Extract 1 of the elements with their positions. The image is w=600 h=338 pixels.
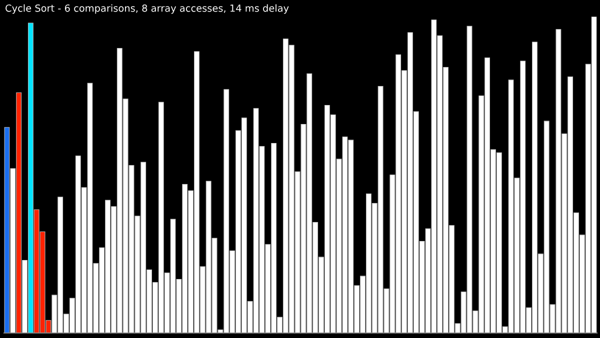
chart-title: Cycle Sort - 6 comparisons, 8 array accesses, 14 ms delay: [6, 4, 289, 14]
